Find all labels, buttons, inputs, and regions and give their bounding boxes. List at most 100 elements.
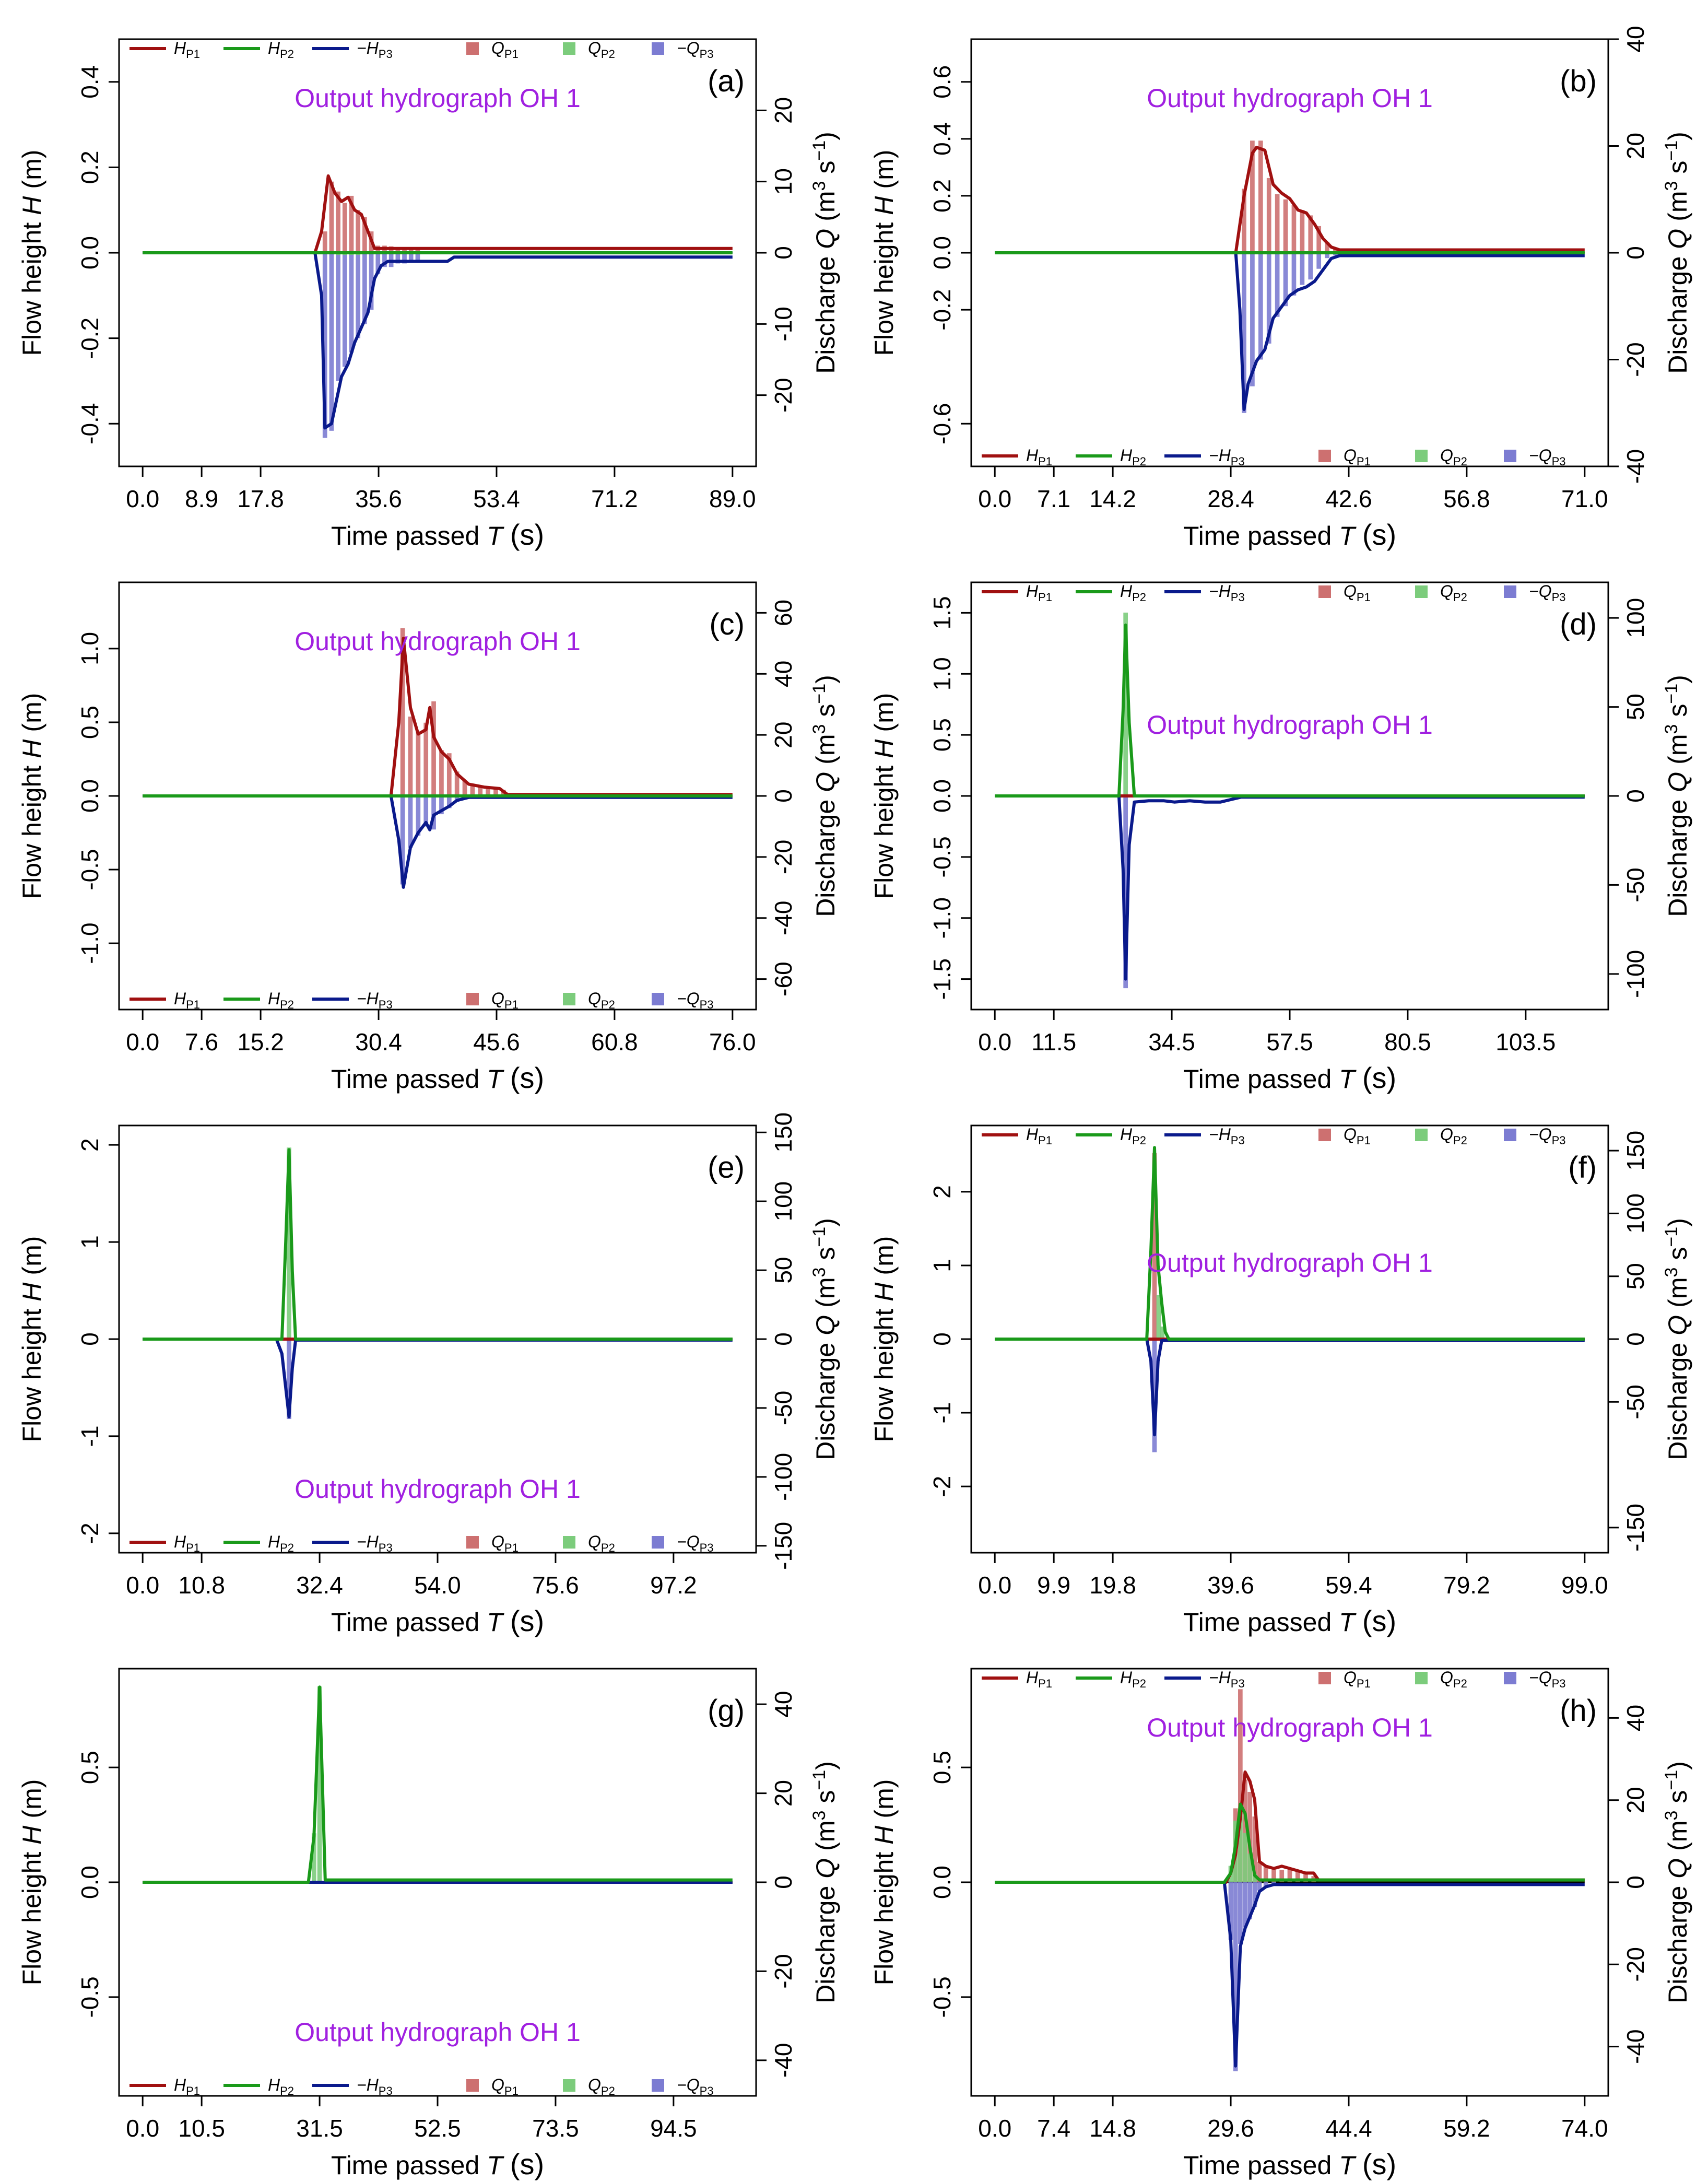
y-left-tick-label: 0.0	[76, 779, 103, 813]
bar-q-p1	[1300, 210, 1305, 253]
legend: HP1 HP2 −HP3 QP1 QP2 −QP3	[982, 446, 1566, 468]
y-right-tick-label: -60	[770, 961, 797, 996]
legend-bar-swatch	[563, 1536, 575, 1549]
y-left-tick-label: -0.4	[76, 403, 103, 444]
bar-q-p3	[423, 796, 429, 827]
bar-q-p1	[1252, 1816, 1257, 1882]
bar-q-p3	[1308, 253, 1313, 280]
chart-title: Output hydrograph OH 1	[295, 2018, 581, 2047]
y-right-tick-label: 0	[770, 246, 797, 260]
legend-bar-label: QP2	[588, 39, 615, 61]
legend-bar-label: QP1	[1344, 582, 1371, 604]
y-left-tick-label: 2	[928, 1185, 956, 1199]
panel-g: 0.0 10.5 31.5 52.5 73.5 94.5 Time passed T (s) -0…	[17, 1668, 840, 2180]
legend-bar-label: QP2	[588, 2076, 615, 2097]
bar-q-p1	[1243, 1779, 1247, 1882]
bar-q-p1	[408, 717, 413, 796]
y-right-tick-label: 40	[1622, 1705, 1649, 1731]
y-right-tick-label: -20	[1622, 342, 1649, 377]
y-left-tick-label: 0.5	[76, 706, 103, 739]
y-right-tick-label: 150	[1622, 1131, 1649, 1171]
y-right-tick-label: 20	[1622, 1787, 1649, 1813]
bar-q-p1	[329, 181, 334, 253]
legend-line-label: −HP3	[1209, 1668, 1245, 1690]
x-tick-label: 74.0	[1561, 2115, 1608, 2142]
series-h-p3	[995, 794, 1585, 981]
x-tick-label: 7.1	[1037, 485, 1070, 512]
x-tick-label: 53.4	[473, 485, 520, 512]
legend-line-label: −HP3	[357, 1532, 393, 1554]
x-tick-label: 73.5	[532, 2115, 579, 2142]
bar-q-p1	[1271, 1870, 1276, 1882]
y-left-tick-label: 0	[928, 1332, 956, 1346]
bar-q-p1	[1279, 1870, 1285, 1882]
bar-q-p1	[1303, 1874, 1308, 1882]
bar-q-p3	[1252, 1882, 1257, 1907]
y-right-tick-label: -50	[1622, 867, 1649, 902]
y-left-tick-label: 0.6	[928, 65, 956, 99]
legend-bar-label: QP1	[1344, 446, 1371, 468]
bar-q-p1	[423, 722, 429, 796]
bar-q-p3	[400, 796, 405, 885]
legend-line-label: HP2	[268, 989, 294, 1011]
x-tick-label: 45.6	[473, 1028, 520, 1056]
bar-q-p1	[493, 788, 498, 796]
bar-q-p2	[1160, 1326, 1165, 1339]
y-left-axis-label: Flow heightH(m)	[869, 693, 899, 899]
bar-q-p3	[356, 253, 361, 338]
series-h-p3	[995, 1881, 1585, 2068]
legend-bar-label: QP2	[588, 989, 615, 1011]
y-left-tick-label: -0.6	[928, 403, 956, 444]
legend: HP1 HP2 −HP3 QP1 QP2 −QP3	[982, 582, 1566, 604]
y-right-tick-label: -50	[770, 1391, 797, 1425]
y-right-tick-label: 0	[1622, 1875, 1649, 1889]
bar-q-p3	[1233, 1882, 1238, 2071]
bar-q-p2	[1247, 1853, 1253, 1882]
y-right-tick-label: 60	[770, 600, 797, 626]
series-h-p3	[143, 794, 733, 889]
bar-q-p3	[408, 796, 413, 848]
y-left-axis-label: Flow heightH(m)	[17, 1236, 46, 1443]
y-left-tick-label: -0.5	[928, 1976, 956, 2018]
y-left-tick-label: -0.2	[928, 289, 956, 330]
bar-q-p1	[1283, 199, 1288, 253]
y-right-axis-label: DischargeQ(m3 s−1)	[1662, 1218, 1692, 1460]
y-right-tick-label: -50	[1622, 1385, 1649, 1419]
y-left-axis-label: Flow heightH(m)	[17, 693, 46, 899]
x-tick-label: 7.4	[1037, 2115, 1070, 2142]
legend-line-label: HP2	[268, 2076, 294, 2097]
bar-q-p1	[362, 217, 367, 253]
series-h-p2	[995, 1146, 1585, 1341]
legend-bar-label: QP2	[588, 1532, 615, 1554]
chart-title: Output hydrograph OH 1	[295, 1474, 581, 1504]
legend: HP1 HP2 −HP3 QP1 QP2 −QP3	[129, 39, 714, 61]
y-left-tick-label: -1	[76, 1425, 103, 1447]
legend-line-label: −HP3	[357, 39, 393, 61]
y-left-tick-label: 1.0	[928, 657, 956, 690]
y-right-tick-label: 0	[1622, 246, 1649, 260]
x-axis-label: Time passed T (s)	[331, 1604, 544, 1637]
bar-q-p1	[478, 787, 483, 796]
x-tick-label: 54.0	[414, 1572, 461, 1599]
y-right-tick-label: 100	[1622, 1193, 1649, 1234]
y-left-axis-label: Flow heightH(m)	[869, 1779, 899, 1986]
y-right-tick-label: -40	[770, 2043, 797, 2078]
legend-line-label: HP1	[174, 989, 200, 1011]
legend-line-label: HP2	[1120, 1125, 1146, 1147]
legend-bar-swatch	[1415, 1129, 1428, 1141]
x-tick-label: 0.0	[978, 485, 1011, 512]
bar-q-p1	[1257, 1861, 1262, 1882]
panel-label: (g)	[708, 1694, 745, 1728]
panel-label: (a)	[708, 64, 745, 98]
y-left-tick-label: 0.0	[928, 1866, 956, 1899]
y-left-tick-label: -1.0	[76, 922, 103, 964]
x-tick-label: 28.4	[1207, 485, 1254, 512]
y-right-tick-label: -20	[1622, 1947, 1649, 1981]
x-tick-label: 79.2	[1443, 1572, 1490, 1599]
x-tick-label: 59.4	[1325, 1572, 1372, 1599]
legend: HP1 HP2 −HP3 QP1 QP2 −QP3	[982, 1668, 1566, 1690]
x-axis-label: Time passed T (s)	[1183, 518, 1396, 551]
bar-q-p1	[408, 248, 414, 253]
x-tick-label: 57.5	[1266, 1028, 1313, 1056]
y-right-tick-label: 10	[770, 168, 797, 195]
